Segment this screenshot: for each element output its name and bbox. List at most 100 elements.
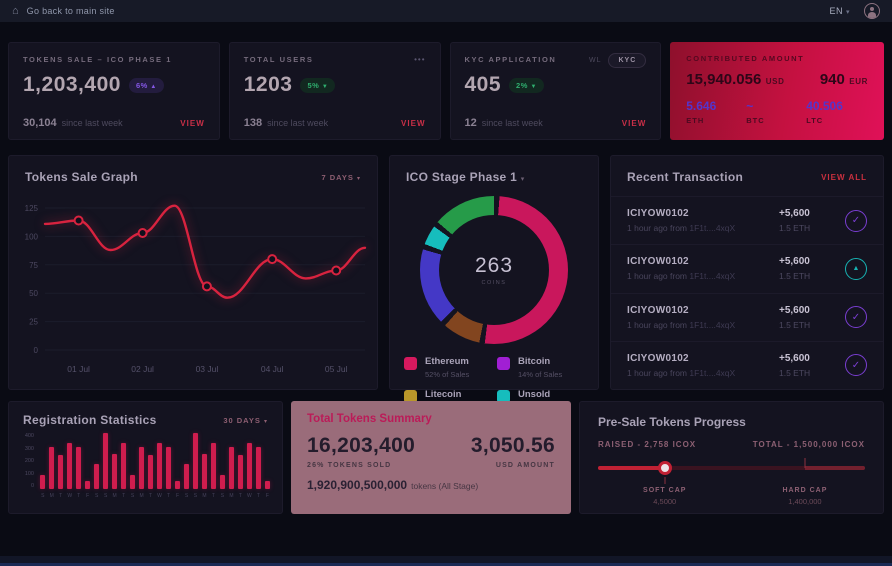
back-to-main-site-link[interactable]: Go back to main site bbox=[26, 6, 115, 16]
recent-transaction-panel: Recent Transaction VIEW ALL ICIYOW0102 1… bbox=[610, 155, 884, 390]
transaction-row[interactable]: ICIYOW0102 1 hour ago from 1F1t....4xqX … bbox=[611, 196, 883, 244]
bar-day-label: S bbox=[130, 493, 135, 499]
bar-column: T bbox=[121, 433, 126, 499]
kyc-toggle-option[interactable]: KYC bbox=[608, 53, 647, 68]
panel-title: Tokens Sale Graph bbox=[25, 170, 138, 184]
range-dropdown[interactable]: 30 DAYS ▾ bbox=[223, 415, 268, 425]
card-value: 1,203,400 bbox=[23, 73, 121, 96]
bar-column: F bbox=[265, 433, 270, 499]
hardcap-tick bbox=[804, 458, 806, 468]
bar bbox=[220, 475, 225, 489]
legend-pct: 52% of Sales bbox=[425, 370, 470, 379]
slider-handle[interactable] bbox=[657, 461, 672, 475]
wallet-address: 1F1t....4xqX bbox=[689, 367, 736, 378]
panel-title: Recent Transaction bbox=[627, 170, 744, 184]
slider-track[interactable] bbox=[598, 466, 865, 470]
view-all-button[interactable]: VIEW ALL bbox=[821, 172, 867, 182]
chevron-down-icon: ▾ bbox=[845, 9, 850, 16]
svg-text:50: 50 bbox=[29, 289, 38, 298]
presale-progress-slider[interactable]: SOFT CAP 4,5000 HARD CAP 1,400,000 bbox=[598, 458, 865, 506]
bar bbox=[256, 447, 261, 489]
bar-day-label: T bbox=[256, 493, 260, 499]
transaction-subtext: 1 hour ago from 1F1t....4xqX bbox=[627, 223, 736, 234]
arrow-up-icon: ▲ bbox=[150, 83, 157, 90]
chevron-down-icon[interactable]: ▾ bbox=[520, 176, 525, 183]
bar bbox=[85, 480, 90, 489]
more-menu-icon[interactable]: ••• bbox=[414, 55, 426, 64]
wl-toggle-option[interactable]: WL bbox=[588, 57, 602, 64]
svg-text:100: 100 bbox=[25, 232, 39, 241]
card-label: KYC APPLICATION bbox=[464, 55, 557, 64]
transaction-id: ICIYOW0102 bbox=[627, 208, 689, 220]
bar-column: M bbox=[49, 433, 54, 499]
bar bbox=[76, 447, 81, 489]
bar-day-label: M bbox=[49, 493, 54, 499]
language-selector[interactable]: EN ▾ bbox=[829, 6, 850, 16]
soft-cap-marker: SOFT CAP 4,5000 bbox=[643, 487, 687, 506]
bar-day-label: T bbox=[77, 493, 81, 499]
donut-center-value: 263 bbox=[474, 254, 514, 277]
bar bbox=[247, 442, 252, 489]
transaction-subtext: 1 hour ago from 1F1t....4xqX bbox=[627, 367, 736, 378]
usd-amount-value: 3,050.56 bbox=[470, 434, 555, 457]
bar-column: T bbox=[166, 433, 171, 499]
panel-title: ICO Stage Phase 1 ▾ bbox=[406, 170, 525, 184]
bar-day-label: M bbox=[202, 493, 207, 499]
view-button[interactable]: VIEW bbox=[621, 119, 647, 128]
bar-column: T bbox=[58, 433, 63, 499]
bar-day-label: F bbox=[265, 493, 269, 499]
transaction-row[interactable]: ICIYOW0102 1 hour ago from 1F1t....4xqX … bbox=[611, 244, 883, 292]
range-dropdown[interactable]: 7 DAYS ▾ bbox=[321, 172, 361, 182]
arrow-down-icon: ▼ bbox=[530, 83, 537, 90]
total-tokens-summary-card: Total Tokens Summary 16,203,400 26% TOKE… bbox=[291, 401, 571, 514]
bar-column: M bbox=[202, 433, 207, 499]
usd-amount-label: USD AMOUNT bbox=[495, 462, 555, 469]
bar-day-label: T bbox=[122, 493, 126, 499]
transaction-id: ICIYOW0102 bbox=[627, 256, 689, 268]
user-avatar[interactable] bbox=[864, 3, 880, 19]
home-icon[interactable]: ⌂ bbox=[12, 5, 19, 17]
bar bbox=[121, 442, 126, 489]
slider-tail bbox=[804, 466, 865, 470]
kyc-application-card: KYC APPLICATION WL KYC 405 2% ▼ 12 since… bbox=[449, 42, 662, 140]
since-label: since last week bbox=[61, 118, 123, 128]
legend-swatch bbox=[497, 357, 510, 370]
bar-column: S bbox=[94, 433, 99, 499]
bar-column: T bbox=[256, 433, 261, 499]
view-button[interactable]: VIEW bbox=[401, 119, 426, 128]
total-tokens-value: 1,920,900,500,000 bbox=[307, 478, 408, 492]
tokens-sale-chart: 0 25 50 75 100 125 01 Jul 02 Jul 03 Jul 04 Jul 05 … bbox=[25, 204, 367, 374]
tokens-sold-label: 26% TOKENS SOLD bbox=[307, 462, 392, 469]
softcap-tick bbox=[664, 477, 666, 484]
svg-text:01 Jul: 01 Jul bbox=[67, 364, 90, 374]
bar bbox=[265, 480, 270, 489]
usd-value: 15,940.056 bbox=[686, 71, 762, 88]
transaction-subtext: 1 hour ago from 1F1t....4xqX bbox=[627, 271, 736, 282]
coin-amounts: 5.646 ETH ~ BTC 40.506 LTC bbox=[686, 99, 868, 125]
transaction-eth: 1.5 ETH bbox=[779, 319, 811, 330]
svg-text:04 Jul: 04 Jul bbox=[261, 364, 284, 374]
transaction-row[interactable]: ICIYOW0102 1 hour ago from 1F1t....4xqX … bbox=[611, 340, 883, 389]
bar-column: T bbox=[148, 433, 153, 499]
registration-statistics-panel: Registration Statistics 30 DAYS ▾ 400 300… bbox=[8, 401, 283, 514]
ico-stage-donut-chart: 263 COINS bbox=[420, 196, 568, 344]
bar-day-label: F bbox=[175, 493, 180, 499]
bar-column: M bbox=[112, 433, 117, 499]
transaction-amount: +5,600 bbox=[779, 208, 810, 220]
bar-column: M bbox=[139, 433, 144, 499]
bar bbox=[139, 447, 144, 489]
bar-column: S bbox=[220, 433, 225, 499]
total-label: TOTAL - 1,500,000 ICOX bbox=[752, 440, 865, 449]
eth-value: 5.646 bbox=[686, 99, 717, 113]
transaction-row[interactable]: ICIYOW0102 1 hour ago from 1F1t....4xqX … bbox=[611, 292, 883, 341]
view-button[interactable]: VIEW bbox=[180, 119, 205, 128]
bar-day-label: W bbox=[67, 493, 73, 499]
bar bbox=[166, 447, 171, 489]
transaction-eth: 1.5 ETH bbox=[779, 271, 811, 282]
bar-day-label: M bbox=[229, 493, 234, 499]
bar-column: S bbox=[193, 433, 198, 499]
bar bbox=[238, 455, 243, 489]
ltc-value: 40.506 bbox=[806, 99, 843, 113]
total-users-card: TOTAL USERS ••• 1203 5% ▼ 138 since last… bbox=[228, 42, 441, 140]
arrow-up-circle-icon: ▲ bbox=[845, 257, 867, 280]
